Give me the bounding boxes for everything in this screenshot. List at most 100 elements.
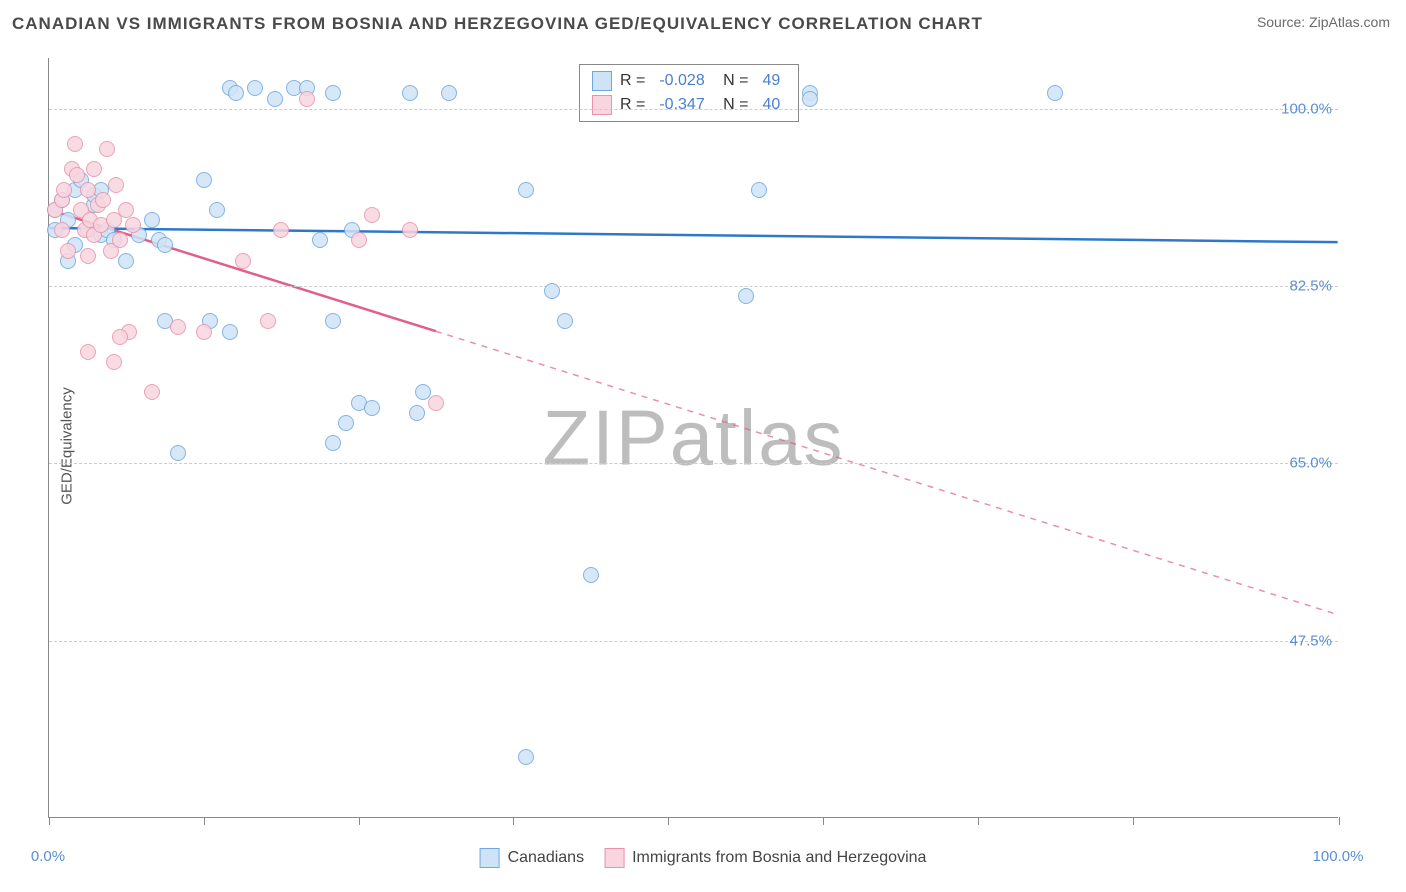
scatter-point: [402, 222, 418, 238]
stat-r-label: R =: [620, 96, 645, 114]
x-tick: [49, 817, 50, 825]
scatter-point: [112, 232, 128, 248]
scatter-point: [325, 435, 341, 451]
scatter-point: [125, 217, 141, 233]
x-tick: [204, 817, 205, 825]
legend-swatch: [592, 71, 612, 91]
scatter-point: [751, 182, 767, 198]
scatter-point: [56, 182, 72, 198]
scatter-point: [222, 324, 238, 340]
legend-swatch: [604, 848, 624, 868]
stat-n-label: N =: [719, 72, 749, 90]
scatter-point: [364, 400, 380, 416]
scatter-point: [99, 141, 115, 157]
scatter-point: [60, 243, 76, 259]
legend-label: Canadians: [508, 849, 585, 867]
y-tick-label: 47.5%: [1289, 632, 1332, 649]
scatter-point: [802, 91, 818, 107]
scatter-point: [338, 415, 354, 431]
legend-swatch: [480, 848, 500, 868]
legend-item: Canadians: [480, 848, 585, 868]
scatter-point: [428, 395, 444, 411]
scatter-point: [273, 222, 289, 238]
scatter-point: [112, 329, 128, 345]
trend-lines-layer: [49, 58, 1338, 817]
scatter-point: [312, 232, 328, 248]
scatter-point: [106, 354, 122, 370]
scatter-point: [235, 253, 251, 269]
scatter-point: [1047, 85, 1063, 101]
y-tick-label: 65.0%: [1289, 455, 1332, 472]
scatter-point: [557, 313, 573, 329]
x-tick: [513, 817, 514, 825]
scatter-point: [738, 288, 754, 304]
scatter-point: [247, 80, 263, 96]
scatter-point: [267, 91, 283, 107]
scatter-point: [108, 177, 124, 193]
scatter-point: [325, 85, 341, 101]
stats-row: R = -0.028 N = 49: [592, 69, 786, 93]
x-tick-label: 0.0%: [31, 848, 65, 865]
scatter-point: [228, 85, 244, 101]
scatter-point: [144, 212, 160, 228]
y-tick-label: 82.5%: [1289, 278, 1332, 295]
x-tick: [978, 817, 979, 825]
scatter-point: [544, 283, 560, 299]
stat-n-label: N =: [719, 96, 749, 114]
scatter-point: [299, 91, 315, 107]
x-tick-label: 100.0%: [1313, 848, 1364, 865]
scatter-point: [157, 237, 173, 253]
scatter-point: [409, 405, 425, 421]
gridline: [49, 286, 1338, 287]
scatter-point: [67, 136, 83, 152]
scatter-point: [351, 232, 367, 248]
source-attribution: Source: ZipAtlas.com: [1257, 14, 1390, 30]
chart-plot-area: ZIPatlas R =-0.028 N =49R =-0.347 N =40 …: [48, 58, 1338, 818]
scatter-point: [209, 202, 225, 218]
scatter-point: [583, 567, 599, 583]
stats-row: R = -0.347 N = 40: [592, 93, 786, 117]
scatter-point: [402, 85, 418, 101]
stat-n-value: 40: [757, 96, 787, 114]
scatter-point: [170, 445, 186, 461]
legend-swatch: [592, 95, 612, 115]
scatter-point: [80, 344, 96, 360]
scatter-point: [441, 85, 457, 101]
source-label: Source:: [1257, 14, 1309, 30]
scatter-point: [196, 172, 212, 188]
scatter-point: [196, 324, 212, 340]
gridline: [49, 641, 1338, 642]
legend-label: Immigrants from Bosnia and Herzegovina: [632, 849, 926, 867]
source-link[interactable]: ZipAtlas.com: [1309, 14, 1390, 30]
stat-r-value: -0.028: [653, 72, 710, 90]
watermark: ZIPatlas: [542, 392, 844, 483]
chart-title: CANADIAN VS IMMIGRANTS FROM BOSNIA AND H…: [12, 14, 983, 34]
x-tick: [359, 817, 360, 825]
stat-n-value: 49: [757, 72, 787, 90]
gridline: [49, 109, 1338, 110]
correlation-stats-box: R = -0.028 N = 49 R = -0.347 N = 40: [579, 64, 799, 122]
y-tick-label: 100.0%: [1281, 100, 1332, 117]
scatter-point: [170, 319, 186, 335]
trend-line-dashed: [436, 331, 1338, 614]
x-tick: [1339, 817, 1340, 825]
scatter-point: [95, 192, 111, 208]
scatter-point: [518, 182, 534, 198]
scatter-point: [325, 313, 341, 329]
stat-r-value: -0.347: [653, 96, 710, 114]
stat-r-label: R =: [620, 72, 645, 90]
trend-line-solid: [49, 228, 1337, 242]
gridline: [49, 463, 1338, 464]
x-tick: [823, 817, 824, 825]
scatter-point: [118, 253, 134, 269]
scatter-point: [144, 384, 160, 400]
scatter-point: [260, 313, 276, 329]
scatter-point: [54, 222, 70, 238]
scatter-point: [86, 161, 102, 177]
scatter-point: [80, 248, 96, 264]
scatter-point: [118, 202, 134, 218]
x-tick: [668, 817, 669, 825]
x-tick: [1133, 817, 1134, 825]
scatter-point: [69, 167, 85, 183]
scatter-point: [518, 749, 534, 765]
